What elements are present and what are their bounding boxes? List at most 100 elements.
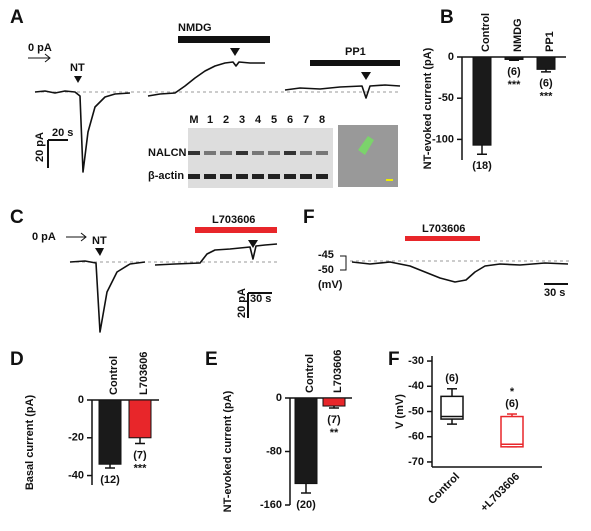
time-scale: 20 s [52, 127, 73, 139]
band [236, 151, 248, 155]
bar [504, 56, 524, 60]
sig-label: *** [134, 462, 148, 474]
drug-label: L703606 [422, 223, 465, 235]
n-label: (6) [505, 398, 519, 410]
error-bar [105, 464, 115, 469]
level: -50 [318, 264, 334, 276]
bar [472, 56, 492, 146]
band [268, 174, 280, 179]
sig-label: *** [540, 91, 554, 103]
category-label: Control [426, 471, 462, 507]
nt-label: NT [92, 235, 107, 247]
scale-bar [47, 139, 68, 168]
trace [284, 84, 401, 99]
trace [154, 243, 278, 266]
y-axis-label: V (mV) [394, 394, 406, 429]
band [316, 151, 328, 155]
category-label: Control [304, 354, 316, 393]
y-tick-label: -100 [432, 133, 454, 145]
drug-bar [178, 36, 270, 43]
y-tick-label: 0 [276, 392, 282, 404]
band [236, 174, 248, 179]
nt-label: NT [70, 62, 85, 74]
cell [358, 136, 374, 155]
lane-label: 5 [271, 114, 277, 126]
error-bar [329, 406, 339, 409]
y-axis-label: NT-evoked current (pA) [422, 47, 434, 169]
trace [147, 61, 265, 97]
n-label: (6) [445, 373, 459, 385]
n-label: (6) [507, 66, 521, 78]
lane-label: 1 [207, 114, 213, 126]
band [252, 174, 264, 179]
marker [74, 76, 82, 83]
lane-label: 7 [303, 114, 309, 126]
drug-bar [195, 227, 277, 233]
category-label: Control [108, 356, 120, 395]
panel-label: C [10, 207, 24, 228]
arrow [66, 232, 87, 242]
error-bar [509, 59, 519, 62]
panel-label: A [10, 7, 24, 28]
panel-label: F [303, 207, 315, 228]
trace [34, 90, 131, 173]
y-axis-label: Basal current (pA) [24, 394, 36, 490]
band [284, 174, 296, 179]
sig-label: *** [508, 79, 522, 91]
level: -45 [318, 249, 334, 261]
panel-label: E [205, 349, 218, 370]
bar [322, 397, 346, 407]
panel-f-trace: L703606 -45 -50 (mV) 30 s [318, 223, 570, 299]
n-label: (20) [296, 499, 316, 511]
y-tick-label: -160 [260, 499, 282, 511]
band [316, 174, 328, 179]
lane-label: 6 [287, 114, 293, 126]
band [204, 174, 216, 179]
band [204, 151, 216, 155]
band [300, 174, 312, 179]
n-label: (12) [100, 474, 120, 486]
drug-bar [310, 60, 400, 66]
y-tick-label: -60 [408, 431, 424, 443]
panel-label: B [440, 7, 454, 28]
band [220, 151, 232, 155]
marker [95, 248, 104, 256]
band [220, 174, 232, 179]
current-scale: 20 pA [34, 132, 46, 162]
category-label: NMDG [512, 18, 524, 52]
y-tick-label: -40 [68, 469, 84, 481]
nmdg-label: NMDG [178, 22, 212, 34]
marker [248, 240, 258, 248]
unit: (mV) [318, 279, 343, 291]
band [300, 151, 312, 155]
box [500, 415, 524, 448]
arrow [28, 53, 51, 63]
marker [230, 48, 240, 56]
band [188, 151, 200, 155]
marker [361, 72, 371, 80]
panel-label: F [388, 349, 400, 370]
category-label: PP1 [544, 31, 556, 52]
n-label: (6) [539, 78, 553, 90]
zero-label: 0 pA [28, 42, 52, 54]
n-label: (18) [472, 160, 492, 172]
lane-label: 4 [255, 114, 262, 126]
category-label: +L703606 [478, 471, 522, 515]
band [188, 174, 200, 179]
category-label: Control [480, 13, 492, 52]
y-axis-label: NT-evoked current (pA) [222, 390, 234, 512]
time-scale: 30 s [544, 287, 565, 299]
y-tick-label: 0 [448, 51, 454, 63]
bar [98, 399, 122, 465]
error-bar [477, 145, 487, 155]
time-scale: 30 s [250, 293, 271, 305]
lane-label: 3 [239, 114, 245, 126]
sig-label: * [510, 386, 515, 398]
current-scale: 20 pA [236, 288, 248, 318]
error-bar [541, 69, 551, 73]
sig-label: ** [330, 427, 339, 439]
y-tick-label: -30 [408, 355, 424, 367]
y-tick-label: -50 [438, 92, 454, 104]
error-bar [135, 437, 145, 445]
y-tick-label: -80 [266, 445, 282, 457]
